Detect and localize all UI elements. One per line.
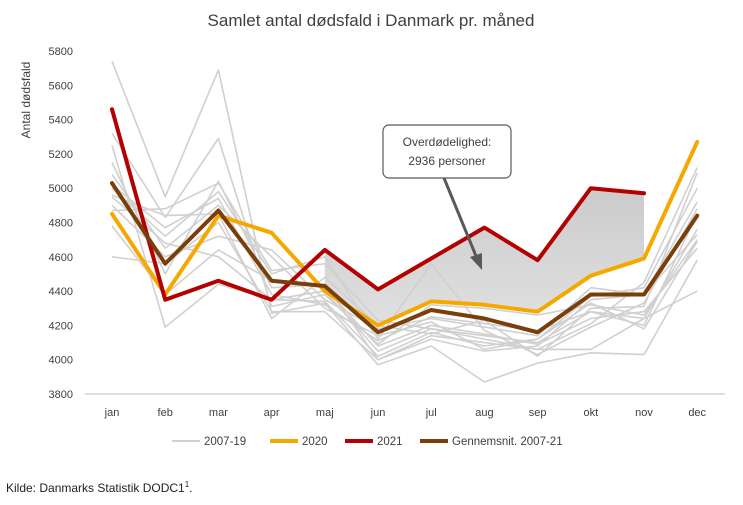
y-tick-label: 5200	[49, 149, 73, 161]
chart-title: Samlet antal dødsfald i Danmark pr. måne…	[208, 11, 535, 30]
background-year-line	[111, 61, 698, 383]
x-tick-label: mar	[209, 407, 228, 419]
annotation-arrow-head	[470, 253, 482, 270]
series-line-1	[110, 107, 646, 302]
chart: Samlet antal dødsfald i Danmark pr. måne…	[19, 11, 725, 448]
y-tick-label: 5400	[49, 115, 73, 127]
y-tick-labels: 3800 4000 4200 4400 4600 4800 5000 5200 5400 5600…	[49, 46, 73, 401]
x-tick-label: feb	[158, 407, 173, 419]
background-year-line	[111, 187, 698, 356]
annotation-line2: 2936 personer	[408, 154, 485, 168]
y-tick-label: 4000	[49, 355, 73, 367]
source-suffix: .	[189, 481, 193, 495]
annotation-arrow-shaft	[442, 177, 478, 257]
source-superscript: 1	[184, 480, 190, 489]
main-series-lines	[110, 107, 700, 335]
legend-item-2021: 2021	[345, 436, 403, 448]
annotation-box	[382, 124, 512, 179]
annotation-line1: Overdødelighed:	[403, 135, 492, 149]
background-year-line	[111, 145, 698, 352]
legend-label-background-years: 2007-19	[204, 436, 246, 448]
y-tick-label: 4800	[49, 218, 73, 230]
legend-item-2020: 2020	[270, 436, 328, 448]
y-tick-label: 4600	[49, 252, 73, 264]
x-tick-label: dec	[688, 407, 706, 419]
y-tick-label: 5600	[49, 80, 73, 92]
legend: 2007-19 2020 2021 Gennemsnit. 2007-21	[172, 436, 563, 448]
excess-mortality-fill	[324, 188, 644, 326]
x-tick-label: apr	[264, 407, 280, 419]
x-tick-label: maj	[316, 407, 334, 419]
y-tick-label: 3800	[49, 389, 73, 401]
y-tick-label: 5800	[49, 46, 73, 58]
series-line-0	[110, 139, 700, 328]
background-year-line	[111, 204, 698, 337]
excess-mortality-area	[324, 188, 644, 326]
y-tick-label: 4400	[49, 286, 73, 298]
annotation-callout: Overdødelighed: 2936 personer	[382, 124, 512, 270]
x-tick-label: sep	[529, 407, 547, 419]
x-tick-label: nov	[635, 407, 653, 419]
legend-label-average: Gennemsnit. 2007-21	[452, 436, 563, 448]
legend-label-2021: 2021	[377, 436, 403, 448]
x-tick-label: okt	[583, 407, 598, 419]
x-tick-labels: jan feb mar apr maj jun jul aug sep okt nov dec	[104, 407, 707, 419]
background-year-line	[111, 184, 698, 342]
source-note: Kilde: Danmarks Statistik DODC11.	[6, 480, 193, 495]
series-line-2	[110, 181, 700, 335]
legend-item-average: Gennemsnit. 2007-21	[420, 436, 563, 448]
y-axis-label: Antal dødsfald	[19, 62, 33, 139]
legend-item-background-years: 2007-19	[172, 436, 246, 448]
background-year-line	[111, 162, 698, 361]
x-tick-label: jul	[425, 407, 437, 419]
x-tick-label: jan	[104, 407, 120, 419]
x-tick-label: aug	[475, 407, 493, 419]
y-tick-label: 5000	[49, 183, 73, 195]
background-year-line	[111, 196, 698, 358]
legend-label-2020: 2020	[302, 436, 328, 448]
background-year-line	[111, 167, 698, 351]
x-tick-label: jun	[370, 407, 386, 419]
y-tick-label: 4200	[49, 320, 73, 332]
source-text: Kilde: Danmarks Statistik DODC1	[6, 481, 185, 495]
